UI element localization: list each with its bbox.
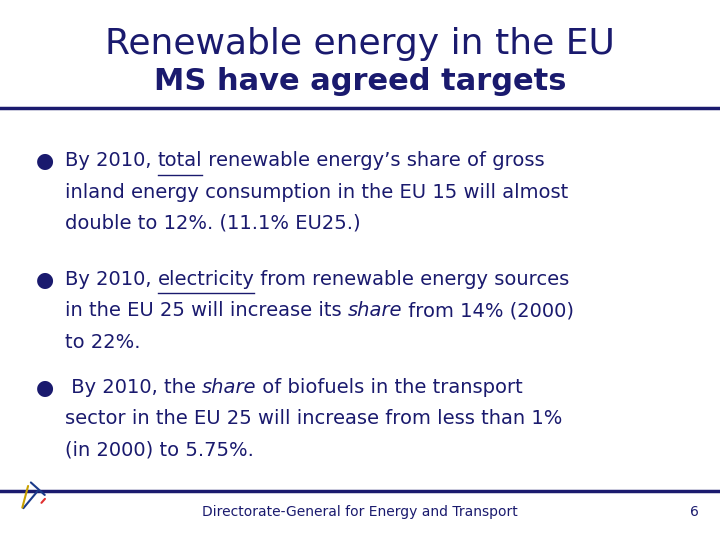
Text: (in 2000) to 5.75%.: (in 2000) to 5.75%. (65, 441, 253, 460)
Text: By 2010, the: By 2010, the (65, 378, 202, 397)
Text: Renewable energy in the EU: Renewable energy in the EU (105, 27, 615, 61)
Text: 6: 6 (690, 505, 698, 519)
Text: share: share (202, 378, 256, 397)
Text: MS have agreed targets: MS have agreed targets (154, 68, 566, 97)
Text: ●: ● (36, 151, 54, 171)
Text: ●: ● (36, 378, 54, 398)
Text: from 14% (2000): from 14% (2000) (402, 301, 574, 320)
Text: double to 12%. (11.1% EU25.): double to 12%. (11.1% EU25.) (65, 214, 361, 233)
Text: to 22%.: to 22%. (65, 333, 140, 352)
Text: sector in the EU 25 will increase from less than 1%: sector in the EU 25 will increase from l… (65, 409, 562, 428)
Text: total: total (158, 151, 202, 170)
Text: of biofuels in the transport: of biofuels in the transport (256, 378, 523, 397)
Text: in the EU 25 will increase its: in the EU 25 will increase its (65, 301, 348, 320)
Text: electricity: electricity (158, 270, 254, 289)
Text: ●: ● (36, 270, 54, 290)
Text: By 2010,: By 2010, (65, 270, 158, 289)
Text: share: share (348, 301, 402, 320)
Text: By 2010,: By 2010, (65, 151, 158, 170)
Text: from renewable energy sources: from renewable energy sources (254, 270, 570, 289)
Text: renewable energy’s share of gross: renewable energy’s share of gross (202, 151, 545, 170)
Text: Directorate-General for Energy and Transport: Directorate-General for Energy and Trans… (202, 505, 518, 519)
Text: inland energy consumption in the EU 15 will almost: inland energy consumption in the EU 15 w… (65, 183, 568, 201)
